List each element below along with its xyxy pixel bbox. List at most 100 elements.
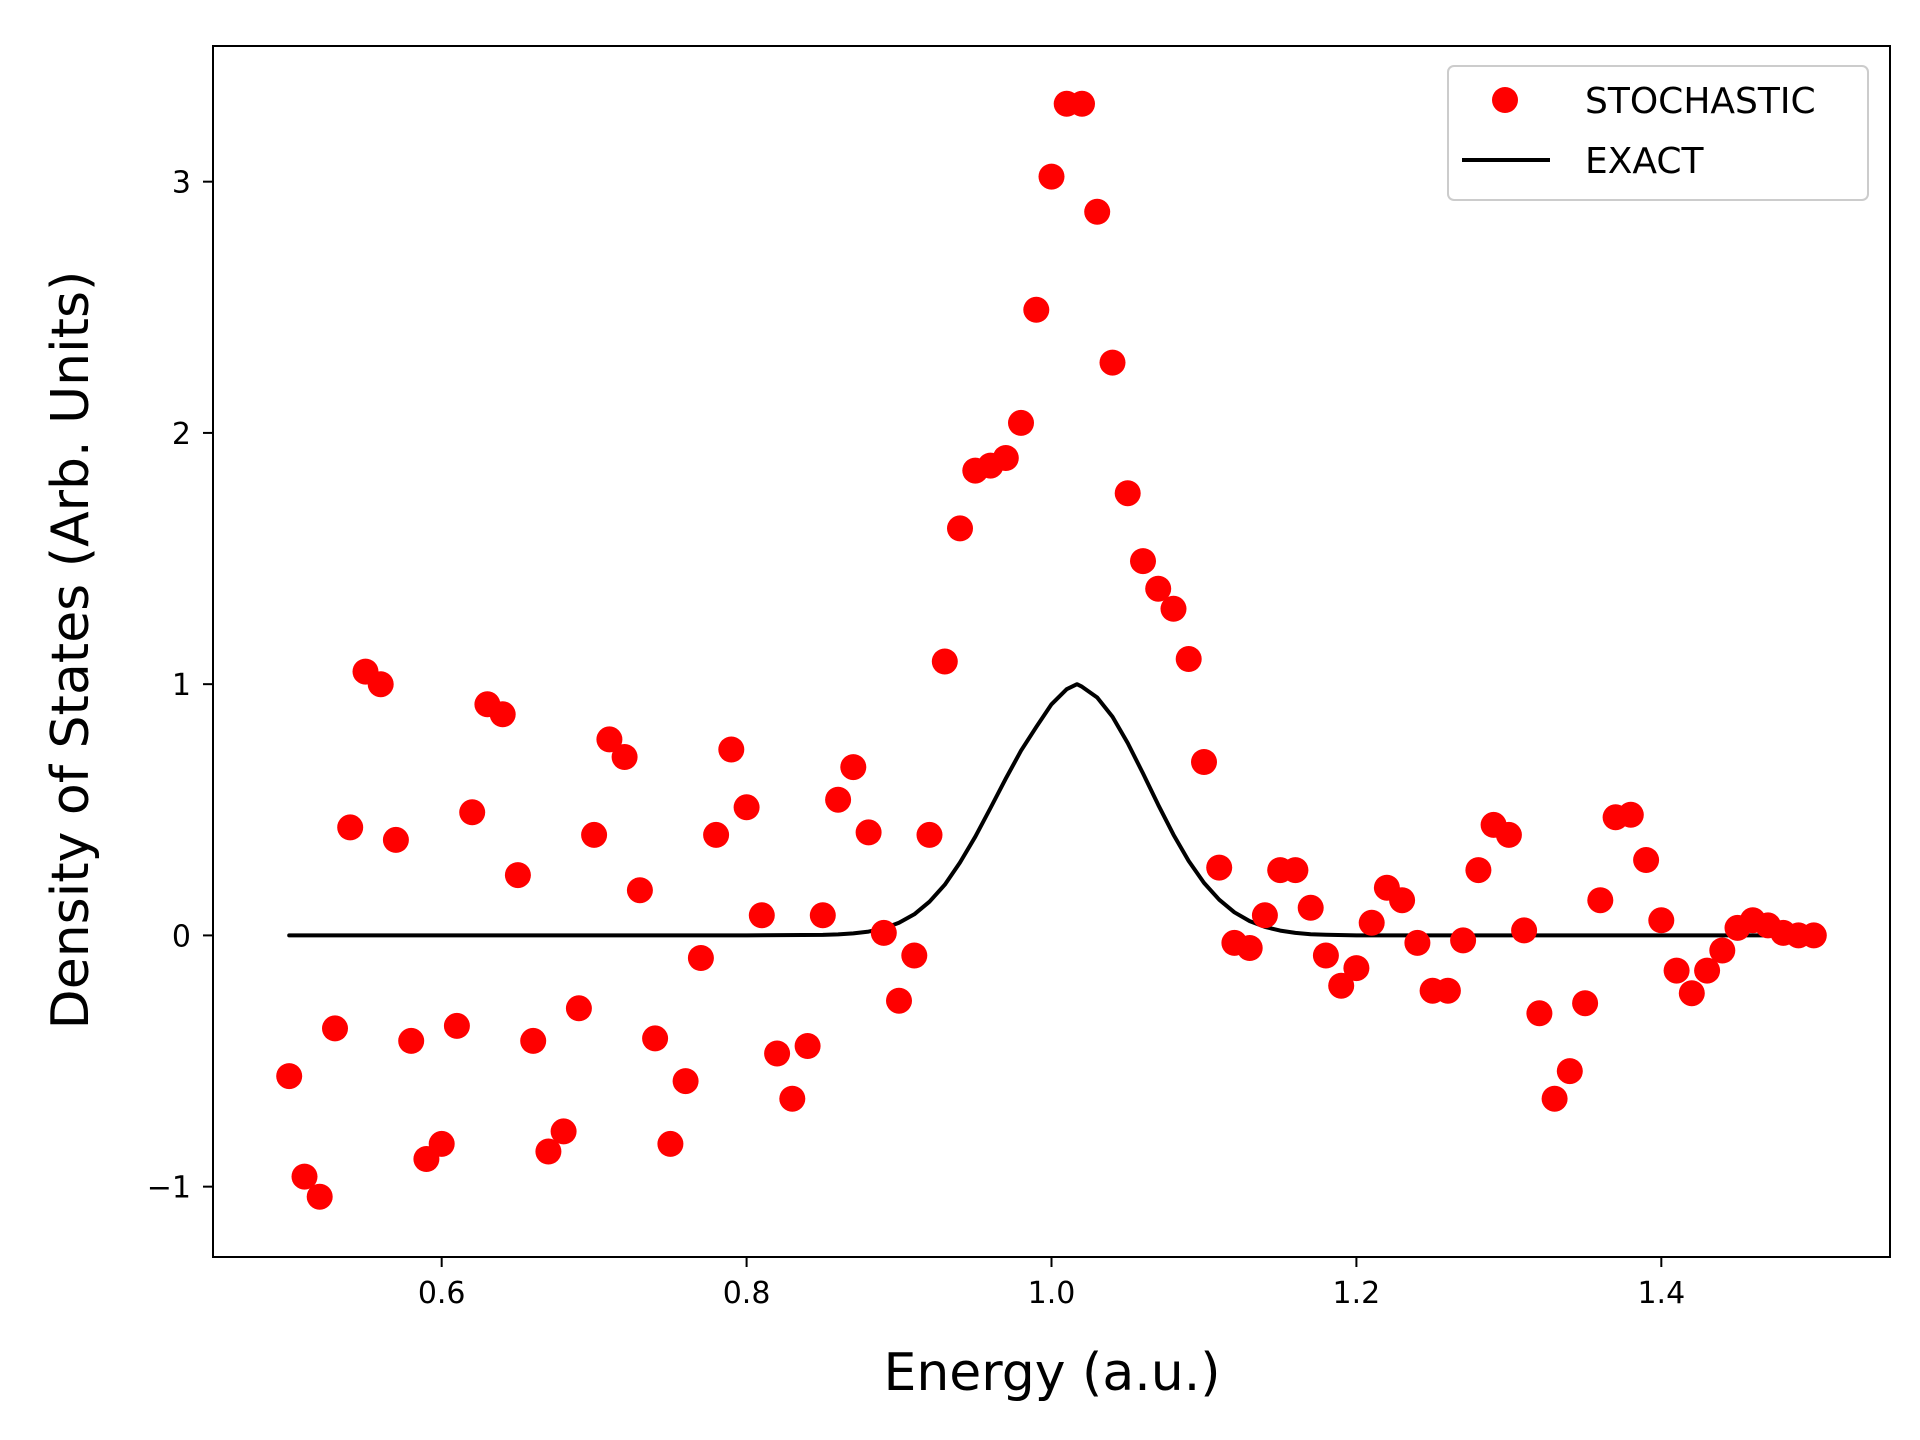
data-point-stochastic (1678, 980, 1705, 1007)
data-point-stochastic (870, 919, 897, 946)
data-point-stochastic (1130, 548, 1156, 575)
legend-marker-stochastic (1492, 87, 1518, 113)
y-tick-label: 2 (172, 417, 191, 452)
data-point-stochastic (1648, 907, 1675, 934)
x-tick-label: 1.2 (1333, 1276, 1381, 1311)
data-point-stochastic (1191, 749, 1217, 775)
data-point-stochastic (916, 821, 943, 848)
data-point-stochastic (1800, 922, 1827, 949)
data-point-stochastic (520, 1027, 547, 1054)
data-point-stochastic (382, 826, 409, 853)
plot-area (276, 90, 1827, 1210)
data-point-stochastic (1160, 595, 1187, 622)
data-point-stochastic (947, 515, 973, 542)
data-point-stochastic (398, 1027, 425, 1054)
data-point-stochastic (931, 648, 958, 675)
data-point-stochastic (1633, 847, 1660, 873)
data-point-stochastic (1282, 857, 1309, 884)
data-point-stochastic (1709, 937, 1736, 964)
data-point-stochastic (428, 1130, 455, 1157)
data-point-stochastic (1145, 575, 1172, 602)
data-point-stochastic (459, 799, 486, 826)
data-point-stochastic (1404, 929, 1431, 956)
data-point-stochastic (1434, 977, 1461, 1004)
data-point-stochastic (1694, 957, 1721, 984)
data-point-stochastic (367, 671, 394, 698)
y-axis-title: Density of States (Arb. Units) (41, 271, 101, 1030)
y-tick-label: 0 (172, 919, 191, 954)
data-point-stochastic (1450, 927, 1477, 954)
data-point-stochastic (489, 701, 516, 728)
data-point-stochastic (1251, 902, 1278, 929)
legend: STOCHASTIC EXACT (1447, 65, 1869, 201)
data-point-stochastic (611, 744, 638, 770)
data-point-stochastic (1114, 480, 1141, 507)
data-point-stochastic (596, 726, 623, 753)
series-line-exact (287, 682, 1816, 938)
data-point-stochastic (1358, 909, 1385, 936)
data-point-stochastic (1495, 821, 1522, 848)
x-tick-label: 1.0 (1028, 1276, 1076, 1311)
data-point-stochastic (1206, 854, 1233, 881)
data-point-stochastic (657, 1130, 684, 1157)
data-point-stochastic (809, 902, 836, 929)
data-point-stochastic (1236, 935, 1263, 961)
data-point-stochastic (1328, 972, 1355, 999)
data-point-stochastic (291, 1163, 318, 1190)
y-axis-ticks: −1 0 1 2 3 (147, 166, 213, 1206)
data-point-stochastic (642, 1025, 669, 1052)
data-point-stochastic (1556, 1058, 1583, 1085)
data-point-stochastic (1511, 917, 1538, 944)
x-tick-label: 0.8 (723, 1276, 771, 1311)
y-tick-label: 1 (172, 668, 191, 703)
data-point-stochastic (1343, 955, 1370, 982)
data-point-stochastic (703, 821, 730, 848)
data-point-stochastic (1617, 801, 1644, 828)
data-point-stochastic (687, 945, 714, 971)
data-point-stochastic (1084, 198, 1111, 225)
data-point-stochastic (886, 987, 912, 1014)
legend-label-exact: EXACT (1585, 141, 1705, 182)
data-point-stochastic (1069, 90, 1095, 117)
data-point-stochastic (1465, 857, 1492, 884)
data-point-stochastic (901, 942, 928, 969)
data-point-stochastic (1175, 646, 1202, 672)
data-point-stochastic (1541, 1085, 1568, 1112)
data-point-stochastic (748, 902, 775, 929)
data-point-stochastic (794, 1033, 821, 1059)
y-tick-label: 3 (172, 166, 191, 201)
data-point-stochastic (535, 1138, 562, 1165)
data-point-stochastic (1023, 296, 1050, 323)
data-point-stochastic (1008, 409, 1034, 436)
data-point-stochastic (1038, 163, 1065, 190)
data-point-stochastic (306, 1183, 333, 1210)
x-tick-label: 0.6 (418, 1276, 466, 1311)
data-point-stochastic (1389, 887, 1416, 914)
x-axis-ticks: 0.6 0.8 1.0 1.2 1.4 (418, 1257, 1685, 1311)
data-point-stochastic (322, 1015, 348, 1042)
data-point-stochastic (504, 862, 531, 889)
legend-box (1447, 65, 1869, 201)
x-tick-label: 1.4 (1637, 1276, 1685, 1311)
data-point-stochastic (779, 1085, 806, 1112)
data-point-stochastic (626, 877, 653, 904)
x-axis-title: Energy (a.u.) (883, 1343, 1220, 1403)
data-point-stochastic (733, 794, 760, 821)
data-point-stochastic (337, 814, 364, 841)
data-point-stochastic (1312, 942, 1339, 969)
point-layer (276, 90, 1827, 1210)
data-point-stochastic (825, 786, 852, 813)
data-point-stochastic (1572, 990, 1599, 1017)
data-point-stochastic (840, 754, 867, 781)
data-point-stochastic (1663, 957, 1690, 984)
legend-label-stochastic: STOCHASTIC (1585, 81, 1816, 122)
data-point-stochastic (565, 995, 592, 1022)
data-point-stochastic (764, 1040, 791, 1067)
line-layer (287, 682, 1816, 938)
data-point-stochastic (443, 1012, 470, 1039)
data-point-stochastic (855, 819, 882, 846)
data-point-stochastic (1297, 894, 1324, 921)
data-point-stochastic (672, 1068, 699, 1095)
